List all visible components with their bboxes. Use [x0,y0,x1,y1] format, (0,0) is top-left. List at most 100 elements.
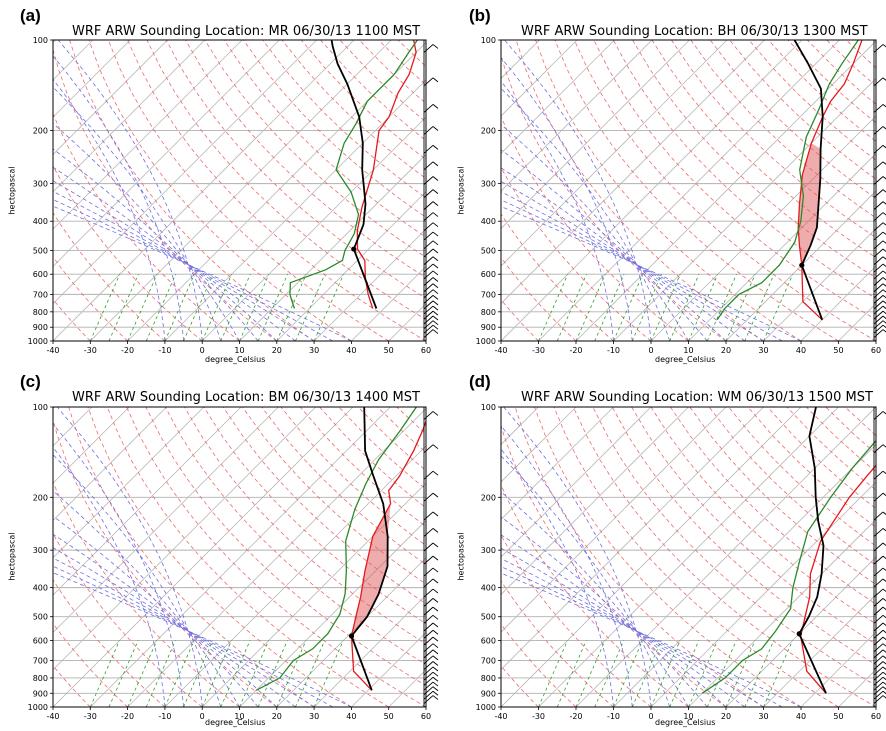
mixing-ratio-line [669,640,700,707]
moist-adiabat [53,205,352,341]
wind-barb [423,661,439,670]
isotherm-line [725,556,876,707]
x-tick-label: -10 [607,346,620,355]
dry-adiabat [106,407,389,707]
dry-adiabat [631,407,876,645]
plot-frame [52,39,427,342]
mixing-ratio-line [145,640,176,707]
dry-adiabat [53,418,278,707]
dry-adiabat [553,407,839,707]
isotherm-line [763,593,876,707]
wind-barb [423,189,439,198]
moist-adiabat [53,423,184,707]
wind-barb [423,144,439,154]
wind-barb [423,411,439,420]
dry-adiabat [501,53,727,341]
wind-barb [423,126,439,135]
dewpoint-profile-line [716,40,859,321]
wind-barb [423,643,439,653]
dry-adiabat [501,623,577,707]
dry-adiabat [611,407,876,666]
wind-barb [423,690,439,700]
isotherm-line [53,40,131,118]
wind-barb [423,295,439,304]
dry-adiabat [53,212,166,341]
y-tick-label: 700 [33,657,48,666]
wind-barb [423,666,439,676]
dry-adiabat [146,40,426,321]
dry-adiabat [165,40,426,299]
temperature-profile-line [350,419,426,691]
dry-adiabat [501,534,652,707]
x-tick-label: -20 [569,346,582,355]
mixing-ratio-line [613,640,643,707]
moist-adiabat [501,206,802,341]
x-tick-label: 0 [648,346,653,355]
isotherm-line [164,79,426,341]
dry-adiabat [53,164,203,341]
x-tick-label: -30 [84,712,97,721]
y-axis-label: hectopascal [456,532,466,581]
wind-barb [423,578,439,588]
x-tick-label: 40 [796,346,806,355]
wind-barb [423,492,439,502]
dry-adiabat [53,665,91,707]
wind-barb [423,542,439,552]
moist-adiabat [501,547,746,707]
dry-adiabat [280,407,426,547]
isotherm-line [53,40,206,193]
isotherm-line [164,445,426,707]
isotherm-line [575,407,876,707]
y-tick-label: 300 [33,546,48,555]
isotherm-line [53,407,354,707]
mixing-ratio-line [127,274,158,341]
isotherm-line [501,40,765,305]
isotherm-line [800,631,876,707]
dry-adiabat [339,40,426,123]
x-tick-label: 20 [721,712,731,721]
mixing-ratio-line [313,274,344,341]
mixing-ratio-line [556,274,587,341]
panel-label: (b) [469,6,491,25]
dry-adiabat [204,40,426,258]
wind-barb [423,649,439,659]
x-tick-label: 60 [871,346,881,355]
y-axis-label: hectopascal [456,166,466,215]
wind-barb [423,248,439,258]
dry-adiabat [53,622,128,707]
isotherm-line [201,482,426,707]
y-tick-label: 700 [481,657,496,666]
isotherm-line [53,40,355,341]
wind-barb [423,655,439,665]
isotherm-line [501,407,802,707]
dry-adiabat [203,407,426,625]
y-tick-label: 800 [33,308,48,317]
dry-adiabat [501,580,614,707]
x-tick-label: -10 [158,346,171,355]
moist-adiabat [501,572,802,707]
y-tick-label: 700 [33,290,48,299]
x-tick-label: -30 [532,346,545,355]
wind-barb [423,606,439,616]
dry-adiabat [145,407,426,687]
moist-adiabat [56,407,203,707]
mixing-ratio-line [183,640,214,707]
isotherm-line [501,40,615,155]
wind-barb [423,444,439,454]
y-tick-label: 300 [33,180,48,189]
wind-barb [423,270,439,280]
y-tick-label: 500 [481,613,496,622]
isotherm-line [613,77,876,341]
wind-barb [423,315,439,325]
y-tick-label: 800 [481,674,496,683]
background-lines [501,40,876,341]
y-tick-label: 500 [33,246,48,255]
wind-barb [423,329,439,338]
moist-adiabat [53,446,166,707]
wind-barb [423,629,439,639]
wind-barb [423,104,439,113]
x-tick-label: 60 [421,712,431,721]
